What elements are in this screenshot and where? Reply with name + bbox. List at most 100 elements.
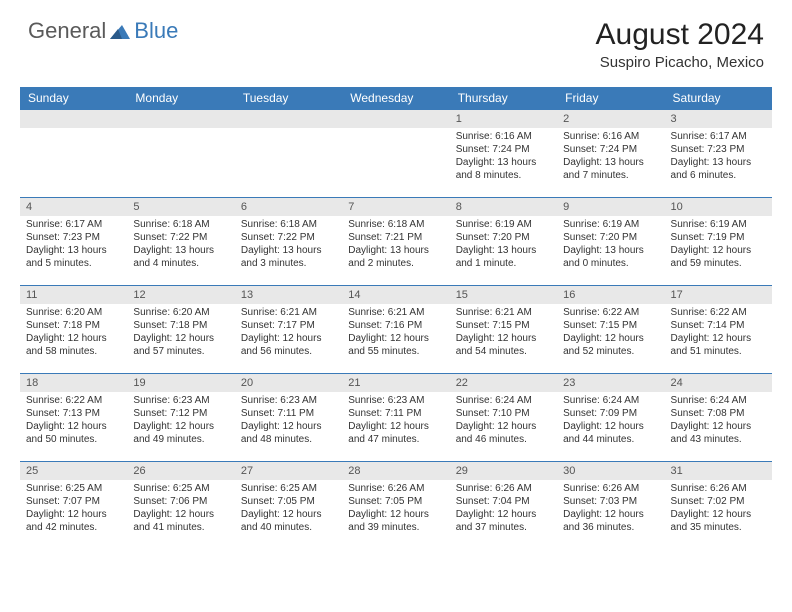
sunset-text: Sunset: 7:10 PM: [456, 407, 551, 420]
sunrise-text: Sunrise: 6:17 AM: [671, 130, 766, 143]
day-number-bar: 5: [127, 198, 234, 216]
day-content: Sunrise: 6:26 AMSunset: 7:05 PMDaylight:…: [342, 480, 449, 538]
sunset-text: Sunset: 7:02 PM: [671, 495, 766, 508]
sunset-text: Sunset: 7:13 PM: [26, 407, 121, 420]
weekday-header: Saturday: [665, 87, 772, 110]
sunset-text: Sunset: 7:04 PM: [456, 495, 551, 508]
daylight-text: Daylight: 12 hours and 39 minutes.: [348, 508, 443, 534]
daylight-text: Daylight: 13 hours and 5 minutes.: [26, 244, 121, 270]
sunrise-text: Sunrise: 6:21 AM: [456, 306, 551, 319]
sunset-text: Sunset: 7:21 PM: [348, 231, 443, 244]
daylight-text: Daylight: 13 hours and 3 minutes.: [241, 244, 336, 270]
sunrise-text: Sunrise: 6:25 AM: [26, 482, 121, 495]
sunset-text: Sunset: 7:24 PM: [563, 143, 658, 156]
sunrise-text: Sunrise: 6:18 AM: [348, 218, 443, 231]
day-number-bar: 7: [342, 198, 449, 216]
sunset-text: Sunset: 7:22 PM: [241, 231, 336, 244]
sunrise-text: Sunrise: 6:18 AM: [133, 218, 228, 231]
calendar-day-cell: 17Sunrise: 6:22 AMSunset: 7:14 PMDayligh…: [665, 286, 772, 374]
month-title: August 2024: [596, 18, 764, 52]
daylight-text: Daylight: 12 hours and 37 minutes.: [456, 508, 551, 534]
daylight-text: Daylight: 12 hours and 50 minutes.: [26, 420, 121, 446]
daylight-text: Daylight: 12 hours and 46 minutes.: [456, 420, 551, 446]
day-number-bar: 26: [127, 462, 234, 480]
calendar-day-cell: 27Sunrise: 6:25 AMSunset: 7:05 PMDayligh…: [235, 462, 342, 550]
sunrise-text: Sunrise: 6:23 AM: [348, 394, 443, 407]
sunrise-text: Sunrise: 6:24 AM: [456, 394, 551, 407]
sunrise-text: Sunrise: 6:19 AM: [671, 218, 766, 231]
day-number-bar: 21: [342, 374, 449, 392]
day-number-bar: 17: [665, 286, 772, 304]
day-number-bar: 18: [20, 374, 127, 392]
day-number-bar: 25: [20, 462, 127, 480]
day-content: Sunrise: 6:19 AMSunset: 7:20 PMDaylight:…: [557, 216, 664, 274]
calendar-day-cell: 20Sunrise: 6:23 AMSunset: 7:11 PMDayligh…: [235, 374, 342, 462]
calendar-day-cell: [20, 110, 127, 198]
day-content: Sunrise: 6:17 AMSunset: 7:23 PMDaylight:…: [665, 128, 772, 186]
sunset-text: Sunset: 7:19 PM: [671, 231, 766, 244]
sunrise-text: Sunrise: 6:22 AM: [671, 306, 766, 319]
day-number-bar: 22: [450, 374, 557, 392]
title-block: August 2024 Suspiro Picacho, Mexico: [596, 18, 764, 71]
day-content: Sunrise: 6:24 AMSunset: 7:10 PMDaylight:…: [450, 392, 557, 450]
sunrise-text: Sunrise: 6:22 AM: [26, 394, 121, 407]
calendar-week-row: 25Sunrise: 6:25 AMSunset: 7:07 PMDayligh…: [20, 462, 772, 550]
sunrise-text: Sunrise: 6:26 AM: [456, 482, 551, 495]
sunset-text: Sunset: 7:15 PM: [563, 319, 658, 332]
calendar-day-cell: 1Sunrise: 6:16 AMSunset: 7:24 PMDaylight…: [450, 110, 557, 198]
day-number-bar: 19: [127, 374, 234, 392]
calendar-day-cell: 19Sunrise: 6:23 AMSunset: 7:12 PMDayligh…: [127, 374, 234, 462]
daylight-text: Daylight: 12 hours and 49 minutes.: [133, 420, 228, 446]
sunrise-text: Sunrise: 6:18 AM: [241, 218, 336, 231]
sunset-text: Sunset: 7:20 PM: [563, 231, 658, 244]
day-number-bar: 1: [450, 110, 557, 128]
day-number-bar: 30: [557, 462, 664, 480]
calendar-day-cell: 23Sunrise: 6:24 AMSunset: 7:09 PMDayligh…: [557, 374, 664, 462]
daylight-text: Daylight: 12 hours and 56 minutes.: [241, 332, 336, 358]
sunrise-text: Sunrise: 6:24 AM: [563, 394, 658, 407]
day-content: Sunrise: 6:21 AMSunset: 7:15 PMDaylight:…: [450, 304, 557, 362]
logo-text-1: General: [28, 18, 106, 44]
sunrise-text: Sunrise: 6:24 AM: [671, 394, 766, 407]
sunset-text: Sunset: 7:06 PM: [133, 495, 228, 508]
day-number-bar: [342, 110, 449, 128]
sunset-text: Sunset: 7:14 PM: [671, 319, 766, 332]
sunrise-text: Sunrise: 6:20 AM: [26, 306, 121, 319]
calendar-day-cell: 7Sunrise: 6:18 AMSunset: 7:21 PMDaylight…: [342, 198, 449, 286]
day-number-bar: [127, 110, 234, 128]
sunrise-text: Sunrise: 6:20 AM: [133, 306, 228, 319]
daylight-text: Daylight: 12 hours and 55 minutes.: [348, 332, 443, 358]
sunset-text: Sunset: 7:18 PM: [133, 319, 228, 332]
sunset-text: Sunset: 7:11 PM: [348, 407, 443, 420]
sunrise-text: Sunrise: 6:26 AM: [671, 482, 766, 495]
day-number-bar: 31: [665, 462, 772, 480]
calendar-day-cell: 24Sunrise: 6:24 AMSunset: 7:08 PMDayligh…: [665, 374, 772, 462]
day-content: Sunrise: 6:21 AMSunset: 7:17 PMDaylight:…: [235, 304, 342, 362]
calendar-day-cell: [127, 110, 234, 198]
sunrise-text: Sunrise: 6:19 AM: [563, 218, 658, 231]
calendar-day-cell: 26Sunrise: 6:25 AMSunset: 7:06 PMDayligh…: [127, 462, 234, 550]
sunset-text: Sunset: 7:20 PM: [456, 231, 551, 244]
day-content: Sunrise: 6:20 AMSunset: 7:18 PMDaylight:…: [20, 304, 127, 362]
sunrise-text: Sunrise: 6:25 AM: [241, 482, 336, 495]
calendar-day-cell: 4Sunrise: 6:17 AMSunset: 7:23 PMDaylight…: [20, 198, 127, 286]
calendar-week-row: 11Sunrise: 6:20 AMSunset: 7:18 PMDayligh…: [20, 286, 772, 374]
daylight-text: Daylight: 12 hours and 35 minutes.: [671, 508, 766, 534]
day-number-bar: 8: [450, 198, 557, 216]
sunset-text: Sunset: 7:23 PM: [671, 143, 766, 156]
sunrise-text: Sunrise: 6:23 AM: [241, 394, 336, 407]
calendar-day-cell: 31 Sunrise: 6:26 AMSunset: 7:02 PMDayligh…: [665, 462, 772, 550]
daylight-text: Daylight: 13 hours and 8 minutes.: [456, 156, 551, 182]
calendar-day-cell: 28Sunrise: 6:26 AMSunset: 7:05 PMDayligh…: [342, 462, 449, 550]
sunrise-text: Sunrise: 6:23 AM: [133, 394, 228, 407]
day-content: Sunrise: 6:18 AMSunset: 7:22 PMDaylight:…: [127, 216, 234, 274]
sunset-text: Sunset: 7:22 PM: [133, 231, 228, 244]
day-number-bar: 24: [665, 374, 772, 392]
calendar-body: 1Sunrise: 6:16 AMSunset: 7:24 PMDaylight…: [20, 110, 772, 550]
sunrise-text: Sunrise: 6:17 AM: [26, 218, 121, 231]
day-number-bar: 27: [235, 462, 342, 480]
day-number-bar: 16: [557, 286, 664, 304]
daylight-text: Daylight: 12 hours and 40 minutes.: [241, 508, 336, 534]
daylight-text: Daylight: 13 hours and 4 minutes.: [133, 244, 228, 270]
sunrise-text: Sunrise: 6:26 AM: [563, 482, 658, 495]
